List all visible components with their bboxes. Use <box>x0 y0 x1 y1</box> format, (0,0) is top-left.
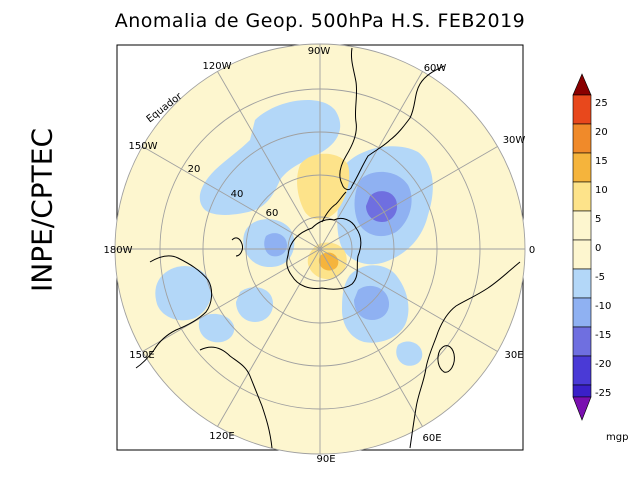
lon-label-30w: 30W <box>503 135 526 146</box>
coastlines <box>135 47 521 449</box>
lon-label-90w: 90W <box>308 46 331 57</box>
colorbar-tick: -20 <box>595 359 611 370</box>
negative-anomaly-newzealand <box>198 313 235 343</box>
colorbar <box>572 73 592 421</box>
colorbar-bin <box>572 94 592 125</box>
colorbar-bin <box>572 239 592 270</box>
lon-label-180w: 180W <box>104 245 133 256</box>
map-title: Anomalia de Geop. 500hPa H.S. FEB2019 <box>114 10 526 32</box>
lon-label-120e: 120E <box>209 431 234 442</box>
colorbar-bin <box>572 384 592 398</box>
positive-anomaly-bellingshausen <box>297 153 350 220</box>
colorbar-bin <box>572 181 592 212</box>
antarctic-peninsula <box>321 191 347 223</box>
colorbar-tick: -10 <box>595 301 611 312</box>
australia-coast <box>135 255 213 369</box>
colorbar-bin <box>572 123 592 154</box>
indian-ocean-coast <box>199 346 273 449</box>
colorbar-ticks: 25 20 15 10 5 0 -5 -10 -15 -20 -25 mgp <box>595 98 628 443</box>
lon-label-150e: 150E <box>129 350 154 361</box>
lon-label-30e: 30E <box>504 350 523 361</box>
colorbar-tick: 5 <box>595 214 601 225</box>
colorbar-tick: 25 <box>595 98 608 109</box>
colorbar-top-arrow <box>572 73 592 96</box>
lon-label-60e: 60E <box>422 433 441 444</box>
lon-label-90e: 90E <box>316 454 335 465</box>
negative-anomaly-southpacific <box>236 287 274 322</box>
lon-label-0: 0 <box>529 245 535 256</box>
lon-label-120w: 120W <box>203 61 232 72</box>
colorbar-tick: 20 <box>595 127 608 138</box>
new-zealand-coast <box>231 237 243 257</box>
colorbar-tick: 10 <box>595 185 608 196</box>
lat-label-20: 20 <box>188 164 201 175</box>
south-america-coast <box>339 47 445 191</box>
africa-coast <box>409 261 521 449</box>
lat-label-40: 40 <box>231 189 244 200</box>
lon-label-60w: 60W <box>424 63 447 74</box>
colorbar-tick: -25 <box>595 388 611 399</box>
colorbar-tick: 0 <box>595 243 601 254</box>
colorbar-unit: mgp <box>606 432 628 443</box>
longitude-labels: 90W 60W 30W 0 30E 60E 90E 120E 150E 180W… <box>104 46 536 465</box>
lat-label-60: 60 <box>266 208 279 219</box>
antarctica-coast <box>286 217 362 290</box>
negative-anomaly-core-indian <box>354 285 390 320</box>
negative-anomaly-tasman <box>155 266 212 321</box>
negative-anomaly-west <box>199 99 341 215</box>
colorbar-bin <box>572 268 592 299</box>
colorbar-tick: 15 <box>595 156 608 167</box>
colorbar-tick: -15 <box>595 330 611 341</box>
colorbar-bin <box>572 210 592 241</box>
colorbar-bin <box>572 297 592 328</box>
negative-anomaly-peak-atlantic <box>366 191 398 222</box>
lon-label-150w: 150W <box>129 141 158 152</box>
madagascar-coast <box>437 345 455 373</box>
colorbar-bin <box>572 326 592 357</box>
colorbar-bottom-arrow <box>572 396 592 421</box>
colorbar-tick: -5 <box>595 272 605 283</box>
meridians <box>115 44 525 454</box>
colorbar-bin <box>572 355 592 386</box>
negative-anomaly-core-pacific <box>264 233 288 257</box>
negative-anomaly-africa <box>396 341 423 366</box>
colorbar-bin <box>572 152 592 183</box>
